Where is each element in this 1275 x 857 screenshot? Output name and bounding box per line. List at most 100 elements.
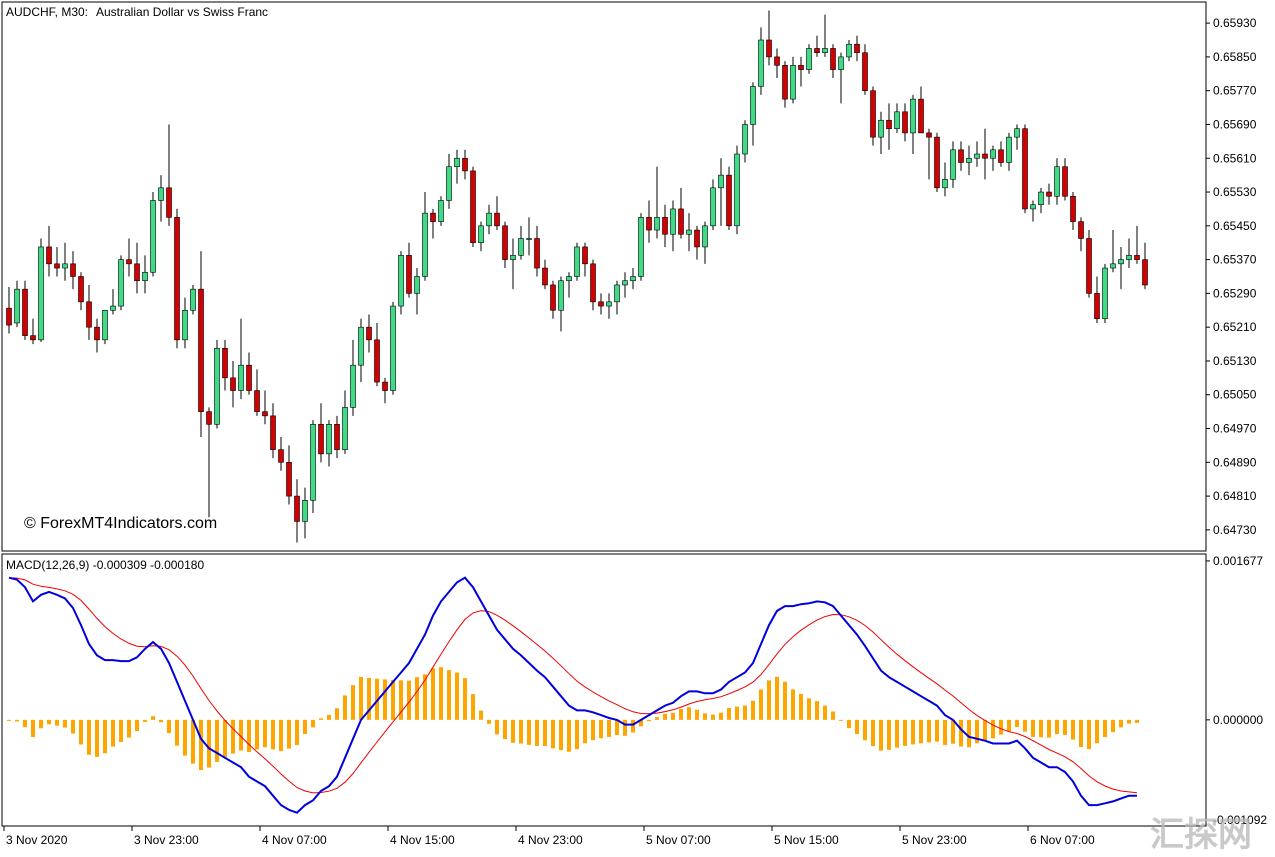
candle xyxy=(1038,187,1044,214)
candle-body-bull xyxy=(742,124,748,155)
macd-histogram-bar xyxy=(39,719,43,729)
macd-histogram-bar xyxy=(503,719,507,740)
candle xyxy=(62,242,68,281)
candle xyxy=(1078,217,1084,252)
candle xyxy=(542,259,548,290)
candle-body-bear xyxy=(590,263,596,303)
macd-histogram-bar xyxy=(935,719,939,742)
candle-body-bear xyxy=(1022,128,1028,210)
macd-histogram-bar xyxy=(943,719,947,745)
candle xyxy=(926,128,932,180)
candle-body-bull xyxy=(702,225,708,248)
candle xyxy=(462,149,468,180)
candle-body-bear xyxy=(862,52,868,91)
candle xyxy=(910,94,916,155)
candle-body-bull xyxy=(358,326,364,366)
candle-body-bull xyxy=(1126,255,1132,260)
candle xyxy=(150,192,156,277)
candle-body-bull xyxy=(614,284,620,303)
candle-body-bull xyxy=(990,149,996,159)
candle xyxy=(790,56,796,104)
macd-histogram-bar xyxy=(375,678,379,720)
candle-body-bull xyxy=(942,179,948,189)
price-tick-label: 0.65850 xyxy=(1213,50,1257,64)
candle xyxy=(702,221,708,264)
candle xyxy=(598,293,604,315)
candle xyxy=(526,217,532,256)
candle-body-bull xyxy=(878,119,884,138)
candle-body-bear xyxy=(286,462,292,497)
candle-body-bear xyxy=(294,495,300,522)
candle-body-bull xyxy=(478,225,484,244)
macd-histogram-bar xyxy=(983,719,987,741)
candle-body-bear xyxy=(470,170,476,244)
macd-histogram-bar xyxy=(895,719,899,748)
macd-histogram-bar xyxy=(207,719,211,768)
macd-histogram-bar xyxy=(175,719,179,746)
macd-histogram-bar xyxy=(143,719,147,722)
candle-body-bear xyxy=(366,326,372,341)
candle-body-bear xyxy=(278,449,284,463)
candle-body-bull xyxy=(350,364,356,408)
candle xyxy=(670,200,676,252)
macd-histogram-bar xyxy=(879,719,883,751)
candle xyxy=(94,318,100,353)
candle-body-bull xyxy=(302,500,308,522)
macd-histogram-bar xyxy=(887,719,891,750)
macd-histogram-bar xyxy=(1087,719,1091,750)
candle-body-bear xyxy=(902,111,908,134)
candle-body-bull xyxy=(182,309,188,341)
candle-body-bear xyxy=(70,263,76,277)
macd-histogram-bar xyxy=(847,719,851,729)
macd-histogram-bar xyxy=(479,710,483,720)
time-tick-label: 4 Nov 07:00 xyxy=(262,833,327,847)
candle-body-bull xyxy=(422,212,428,277)
candle-body-bull xyxy=(1006,136,1012,163)
candle-body-bull xyxy=(966,157,972,163)
macd-histogram-bar xyxy=(247,719,251,753)
candle xyxy=(134,242,140,294)
macd-histogram-bar xyxy=(567,719,571,752)
candle-body-bull xyxy=(574,246,580,277)
macd-histogram-bar xyxy=(47,719,51,725)
candle-body-bear xyxy=(46,246,52,265)
candle-body-bear xyxy=(334,424,340,450)
candle-body-bull xyxy=(446,166,452,201)
candle-body-bull xyxy=(758,39,764,87)
macd-histogram-bar xyxy=(487,719,491,724)
macd-histogram-bar xyxy=(31,719,35,738)
candle-body-bear xyxy=(134,263,140,282)
macd-histogram-bar xyxy=(871,719,875,747)
macd-histogram-bar xyxy=(63,719,67,728)
candle xyxy=(958,141,964,171)
candle xyxy=(118,255,124,311)
candle-body-bull xyxy=(398,255,404,307)
candle xyxy=(534,225,540,277)
candle-body-bear xyxy=(462,157,468,172)
macd-tick-label: 0.001677 xyxy=(1213,554,1263,568)
macd-histogram-bar xyxy=(439,667,443,720)
candle xyxy=(974,141,980,167)
candle-body-bull xyxy=(38,246,44,341)
macd-histogram-bar xyxy=(15,719,19,722)
candle xyxy=(190,284,196,315)
time-tick-label: 5 Nov 23:00 xyxy=(902,833,967,847)
macd-group xyxy=(7,576,1139,814)
candle-body-bear xyxy=(1078,221,1084,239)
macd-histogram-bar xyxy=(791,689,795,720)
macd-histogram-bar xyxy=(279,719,283,752)
candle xyxy=(238,318,244,399)
candle-body-bear xyxy=(430,212,436,222)
macd-histogram-bar xyxy=(511,719,515,743)
candle xyxy=(622,272,628,298)
macd-histogram-bar xyxy=(751,700,755,720)
candle xyxy=(894,103,900,133)
candle-body-bull xyxy=(518,238,524,256)
candle-body-bull xyxy=(630,276,636,282)
macd-histogram-bar xyxy=(287,719,291,749)
candle-body-bear xyxy=(798,65,804,70)
macd-histogram-bar xyxy=(1047,719,1051,738)
macd-bottom-tick-label: -0.001092 xyxy=(1213,813,1267,827)
